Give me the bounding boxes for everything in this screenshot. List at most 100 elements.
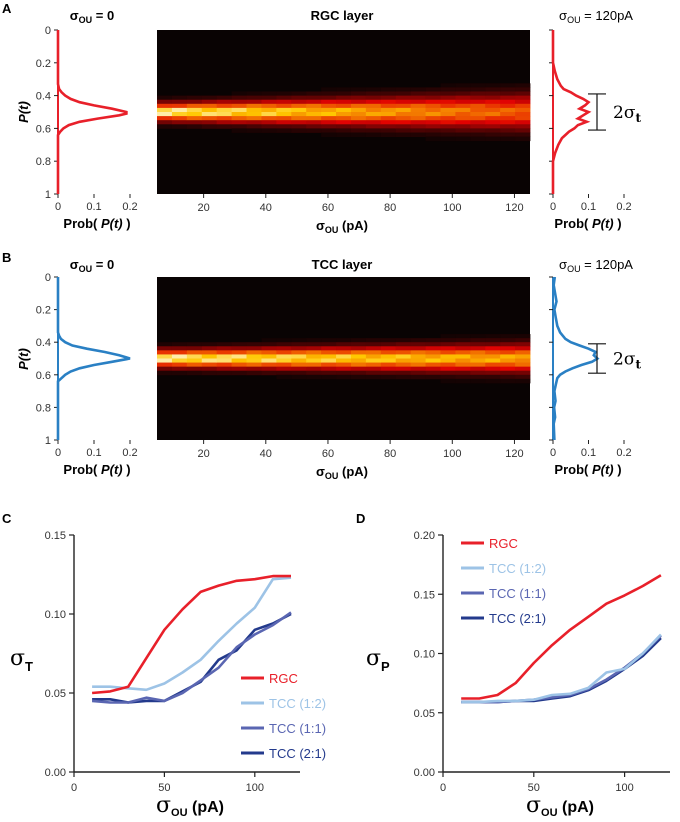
heatmap-cell	[395, 366, 412, 372]
heatmap-cell	[306, 358, 322, 363]
heatmap-cell	[171, 362, 188, 368]
heatmap-cell	[500, 132, 516, 137]
heatmap-cell	[157, 350, 173, 355]
heatmap-cell	[276, 366, 292, 372]
heatmap-cell	[515, 346, 531, 351]
heatmap-cell	[216, 366, 232, 372]
heatmap-cell	[321, 362, 337, 368]
heatmap-cell	[455, 358, 471, 363]
heatmap-cell	[515, 91, 531, 96]
heatmap-cell	[157, 346, 173, 351]
heatmap-cell	[500, 136, 516, 142]
heatmap-cell	[171, 370, 188, 376]
heatmap-cell	[336, 354, 352, 359]
x-tick-label: 0	[550, 447, 556, 459]
heatmap-cell	[425, 132, 441, 137]
heatmap-cell	[485, 366, 501, 372]
heatmap-cell	[455, 120, 471, 125]
heatmap-cell	[246, 366, 262, 372]
heatmap-cell	[321, 124, 337, 129]
panel-b-right-width-label: 2σt	[613, 350, 641, 372]
heatmap-cell	[276, 112, 292, 117]
heatmap-cell	[470, 334, 486, 339]
y-tick-label: 0.00	[45, 767, 66, 779]
heatmap-cell	[425, 116, 441, 121]
heatmap-cell	[186, 366, 203, 372]
heatmap-cell	[261, 120, 277, 125]
heatmap-cell	[306, 350, 322, 355]
heatmap-cell	[440, 124, 456, 129]
heatmap-cell	[470, 350, 486, 355]
heatmap-cell	[186, 346, 203, 351]
heatmap-cell	[291, 116, 307, 121]
heatmap-cell	[515, 370, 531, 376]
heatmap-cell	[365, 95, 382, 101]
heatmap-cell	[395, 120, 412, 125]
x-tick-label: 60	[322, 202, 334, 214]
heatmap-cell	[365, 132, 382, 137]
heatmap-cell	[291, 99, 307, 105]
heatmap-cell	[395, 128, 412, 133]
heatmap-cell	[157, 99, 173, 105]
heatmap-cell	[470, 132, 486, 137]
x-tick-label: 80	[384, 202, 396, 214]
heatmap-cell	[321, 120, 337, 125]
heatmap-cell	[276, 338, 292, 343]
heatmap-cell	[440, 83, 456, 88]
heatmap-cell	[365, 103, 382, 109]
heatmap-cell	[500, 124, 516, 129]
heatmap-cell	[216, 120, 232, 125]
heatmap-cell	[186, 342, 203, 347]
heatmap-cell	[455, 334, 471, 339]
heatmap-cell	[336, 116, 352, 121]
heatmap-cell	[246, 350, 262, 355]
heatmap-cell	[321, 358, 337, 363]
heatmap-cell	[186, 124, 203, 129]
heatmap-cell	[365, 346, 382, 351]
heatmap-cell	[455, 136, 471, 142]
heatmap-cell	[291, 95, 307, 101]
heatmap-cell	[500, 338, 516, 343]
heatmap-cell	[440, 370, 456, 376]
heatmap-cell	[395, 342, 412, 347]
legend-label: TCC (1:1)	[269, 721, 326, 736]
heatmap-cell	[440, 116, 456, 121]
series-line	[92, 576, 292, 692]
heatmap-cell	[171, 350, 188, 355]
panel-b-left-title: σOU = 0	[70, 257, 114, 274]
legend-label: RGC	[489, 536, 518, 551]
heatmap-cell	[261, 128, 277, 133]
heatmap-cell	[470, 338, 486, 343]
heatmap-cell	[485, 107, 501, 113]
heatmap-cell	[350, 116, 367, 121]
heatmap-cell	[261, 124, 277, 129]
heatmap-cell	[470, 87, 486, 92]
heatmap-cell	[336, 112, 352, 117]
heatmap-cell	[171, 124, 188, 129]
heatmap-cell	[350, 370, 367, 376]
heatmap-cell	[350, 120, 367, 125]
heatmap-cell	[485, 358, 501, 363]
series-line	[461, 633, 662, 704]
heatmap-cell	[171, 116, 188, 121]
y-tick-label: 0.15	[414, 589, 435, 601]
heatmap-cell	[470, 354, 486, 359]
heatmap-cell	[291, 370, 307, 376]
heatmap-cell	[157, 342, 173, 347]
heatmap-cell	[365, 338, 382, 343]
heatmap-cell	[440, 366, 456, 372]
heatmap-cell	[336, 362, 352, 368]
panel-c-yticks: 0.00 0.05 0.10 0.15	[45, 530, 74, 779]
panel-a-right-title: σOU = 120pA	[559, 8, 633, 25]
heatmap-cell	[380, 350, 397, 355]
heatmap-cell	[350, 362, 367, 368]
heatmap-cell	[410, 120, 426, 125]
panel-b-left-xticks: 0 0.1 0.2	[55, 440, 138, 459]
panel-a-right-xlabel: Prob( P(t) )	[554, 216, 621, 231]
heatmap-cell	[171, 342, 188, 347]
y-tick-label: 0.20	[414, 530, 435, 542]
heatmap-cell	[350, 342, 367, 347]
heatmap-cell	[276, 103, 292, 109]
heatmap-cell	[365, 91, 382, 96]
heatmap-cell	[440, 128, 456, 133]
